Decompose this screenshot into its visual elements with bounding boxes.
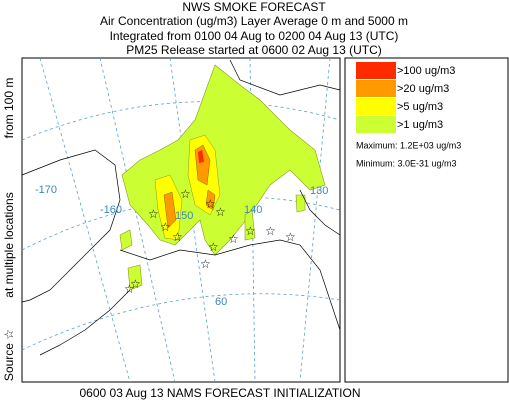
legend-label: >1 ug/m3	[397, 119, 443, 131]
side-label: Source ☆	[2, 329, 16, 381]
grid-label: 150	[175, 210, 193, 222]
side-label: from 100 m	[2, 78, 16, 139]
svg-text:☆: ☆	[148, 207, 159, 221]
grid-label: -160	[100, 204, 122, 216]
grid-label: 130	[310, 185, 328, 197]
legend-swatch	[356, 80, 396, 97]
svg-text:☆: ☆	[208, 240, 219, 254]
grid-label: -170	[35, 184, 57, 196]
minimum: Minimum: 3.0E-31 ug/m3	[356, 158, 457, 168]
plume-sub	[119, 194, 306, 291]
maximum: Maximum: 1.2E+03 ug/m3	[356, 140, 461, 150]
map: ☆☆☆ ☆☆☆ ☆☆ ☆ ☆☆☆ ☆☆ -170 -160 150 140 130…	[21, 57, 341, 383]
plume-peak	[198, 150, 204, 163]
subtitle: PM25 Release started at 0600 02 Aug 13 (…	[126, 43, 381, 57]
legend-swatch	[356, 98, 396, 115]
legend-swatch	[356, 62, 396, 79]
plume-high	[163, 144, 216, 229]
side-label: at multiple locations	[2, 192, 16, 297]
svg-text:☆: ☆	[130, 277, 141, 291]
coastline	[21, 59, 341, 356]
footer: 0600 03 Aug 13 NAMS FORECAST INITIALIZAT…	[80, 386, 361, 400]
legend-label: >100 ug/m3	[397, 65, 455, 77]
subtitle: Integrated from 0100 04 Aug to 0200 04 A…	[110, 29, 399, 43]
svg-text:☆: ☆	[180, 187, 191, 201]
svg-text:☆: ☆	[215, 205, 226, 219]
legend-swatch	[356, 116, 396, 133]
legend: Maximum: 1.2E+03 ug/m3 Minimum: 3.0E-31 …	[344, 57, 509, 383]
svg-text:☆: ☆	[200, 257, 211, 271]
svg-text:☆: ☆	[228, 232, 239, 246]
subtitle: Air Concentration (ug/m3) Layer Average …	[100, 14, 408, 28]
svg-text:☆: ☆	[172, 230, 183, 244]
source-markers: ☆☆☆ ☆☆☆ ☆☆ ☆ ☆☆☆ ☆☆	[124, 187, 296, 296]
svg-text:☆: ☆	[245, 224, 256, 238]
svg-text:☆: ☆	[160, 220, 171, 234]
legend-label: >20 ug/m3	[397, 83, 449, 95]
legend-label: >5 ug/m3	[397, 101, 443, 113]
svg-text:☆: ☆	[265, 224, 276, 238]
title: NWS SMOKE FORECAST	[182, 0, 326, 14]
grid-label: 60	[215, 296, 227, 308]
grid-label: 140	[244, 204, 262, 216]
svg-text:☆: ☆	[285, 230, 296, 244]
svg-text:☆: ☆	[205, 197, 216, 211]
svg-text:☆: ☆	[124, 282, 135, 296]
